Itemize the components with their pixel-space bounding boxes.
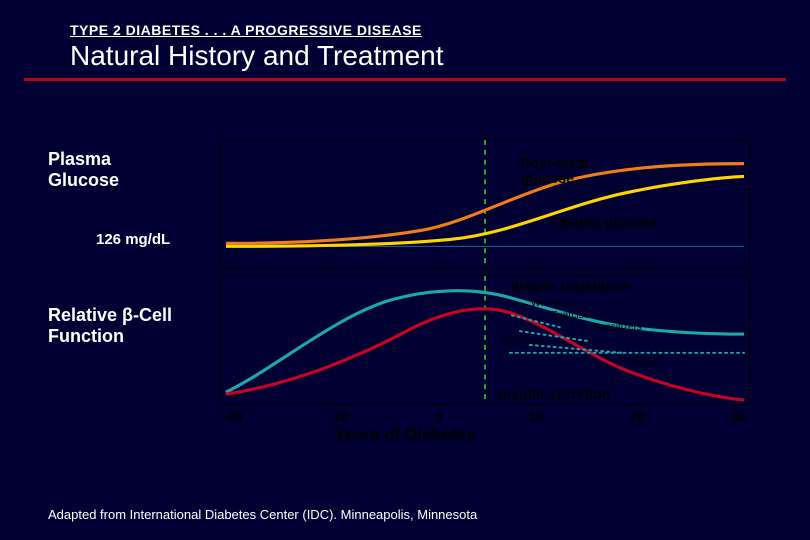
x-axis-title: Years of Diabetes — [334, 425, 476, 445]
panel2-side-label: Relative β-Cell Function — [48, 305, 208, 346]
fasting-label: Fasting glucose — [551, 214, 658, 230]
panel1-mgdl: 126 mg/dL — [96, 231, 170, 248]
panel2: Insulin resistance Insulin secretion Wt … — [220, 275, 750, 405]
sensitizers-label: Sensitizers — [593, 322, 642, 333]
wtloss-label: Wt Loss — [531, 298, 567, 309]
secretion-label: Insulin secretion — [499, 386, 610, 402]
header-rule — [24, 78, 786, 81]
kicker: TYPE 2 DIABETES . . . A PROGRESSIVE DISE… — [70, 22, 810, 38]
post-meal-label: Post-meal glucose — [521, 156, 588, 187]
x-axis-ticks: -20 -10 0 10 20 30 — [220, 409, 750, 424]
resistance-label: Insulin resistance — [511, 278, 629, 294]
secretors-label: Secretors — [501, 336, 544, 347]
exercise-label: Exercise — [551, 310, 589, 321]
title: Natural History and Treatment — [70, 40, 810, 72]
chart-stage: Plasma Glucose 126 mg/dL Post-meal gluco… — [48, 111, 762, 481]
panel1-svg — [221, 140, 749, 268]
panel1-side-label: Plasma Glucose — [48, 149, 208, 190]
slide-header: TYPE 2 DIABETES . . . A PROGRESSIVE DISE… — [0, 0, 810, 72]
panel1: Post-meal glucose Fasting glucose — [220, 139, 750, 269]
insulin-label: Insulin — [629, 356, 661, 368]
source-citation: Adapted from International Diabetes Cent… — [48, 507, 477, 522]
panel2-svg — [221, 276, 749, 404]
